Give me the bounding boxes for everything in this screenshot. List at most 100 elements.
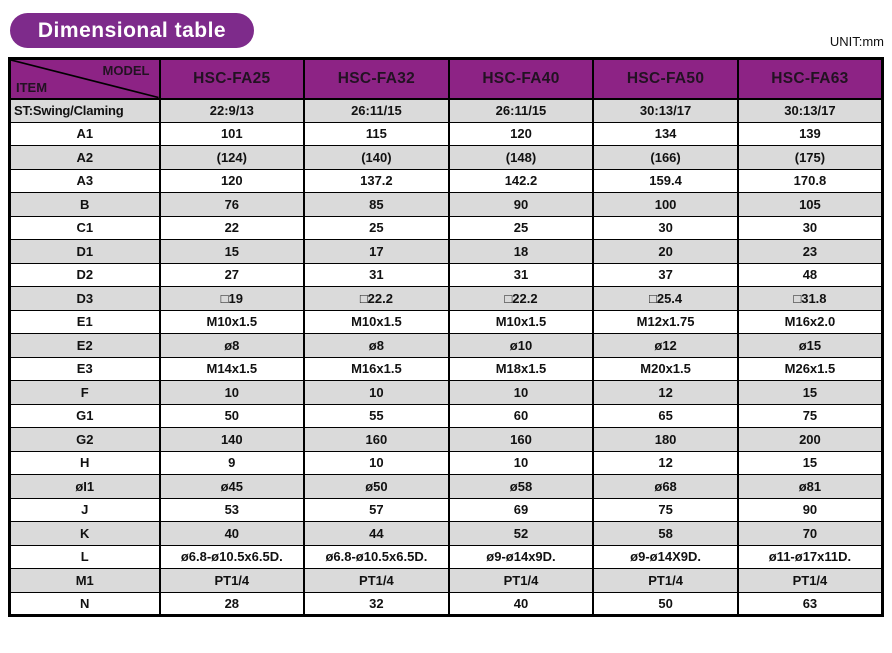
value-cell: 53 <box>158 497 306 522</box>
table-row-n: N 28 32 40 50 63 <box>8 591 884 616</box>
header-row: MODEL ITEM HSC-FA25 HSC-FA32 HSC-FA40 HSC-F… <box>8 57 884 100</box>
table-row-g1: G1 50 55 60 65 75 <box>8 403 884 428</box>
model-item-corner-cell: MODEL ITEM <box>8 57 161 100</box>
item-cell: D3 <box>8 286 161 311</box>
section-title: Dimensional table <box>37 18 227 42</box>
table-row-e1: E1 M10x1.5 M10x1.5 M10x1.5 M12x1.75 M16x2.0 <box>8 309 884 334</box>
value-cell: 75 <box>592 497 739 522</box>
value-cell: 12 <box>592 450 739 475</box>
value-cell: □25.4 <box>592 286 739 311</box>
value-cell: 17 <box>303 239 450 264</box>
table-row-j: J 53 57 69 75 90 <box>8 497 884 522</box>
table-row-h: H 9 10 10 12 15 <box>8 450 884 475</box>
value-cell: □19 <box>158 286 306 311</box>
column-header-hsc-fa63: HSC-FA63 <box>736 57 884 100</box>
value-cell: 70 <box>736 521 884 546</box>
value-cell: PT1/4 <box>303 568 450 593</box>
value-cell: ø45 <box>158 474 306 499</box>
value-cell: 10 <box>303 380 450 405</box>
value-cell: 32 <box>303 591 450 616</box>
table-row-e3: E3 M14x1.5 M16x1.5 M18x1.5 M20x1.5 M26x1.5 <box>8 356 884 381</box>
value-cell: 52 <box>447 521 595 546</box>
value-cell: M20x1.5 <box>592 356 739 381</box>
table-row-a2: A2 (124) (140) (148) (166) (175) <box>8 145 884 170</box>
value-cell: 100 <box>592 192 739 217</box>
section-title-pill: Dimensional table <box>10 13 254 48</box>
item-cell: E3 <box>8 356 161 381</box>
item-cell: N <box>8 591 161 616</box>
table-row--i1: øI1 ø45 ø50 ø58 ø68 ø81 <box>8 474 884 499</box>
value-cell: ø12 <box>592 333 739 358</box>
value-cell: 105 <box>736 192 884 217</box>
item-cell: C1 <box>8 215 161 240</box>
value-cell: 30:13/17 <box>592 98 739 123</box>
item-cell: L <box>8 544 161 569</box>
table-row-k: K 40 44 52 58 70 <box>8 521 884 546</box>
value-cell: ø6.8-ø10.5x6.5D. <box>303 544 450 569</box>
value-cell: ø68 <box>592 474 739 499</box>
table-row-d1: D1 15 17 18 20 23 <box>8 239 884 264</box>
value-cell: ø81 <box>736 474 884 499</box>
value-cell: 15 <box>736 380 884 405</box>
value-cell: (140) <box>303 145 450 170</box>
item-cell: ST:Swing/Claming <box>8 98 161 123</box>
value-cell: 58 <box>592 521 739 546</box>
value-cell: ø11-ø17x11D. <box>736 544 884 569</box>
value-cell: 90 <box>736 497 884 522</box>
value-cell: ø8 <box>158 333 306 358</box>
table-body: ST:Swing/Claming 22:9/13 26:11/15 26:11/15 3… <box>8 98 884 616</box>
value-cell: 10 <box>447 380 595 405</box>
value-cell: 90 <box>447 192 595 217</box>
table-row-g2: G2 140 160 160 180 200 <box>8 427 884 452</box>
item-cell: A1 <box>8 121 161 146</box>
value-cell: ø9-ø14x9D. <box>447 544 595 569</box>
value-cell: 10 <box>158 380 306 405</box>
value-cell: ø8 <box>303 333 450 358</box>
value-cell: 142.2 <box>447 168 595 193</box>
value-cell: 50 <box>158 403 306 428</box>
value-cell: 31 <box>447 262 595 287</box>
value-cell: ø15 <box>736 333 884 358</box>
value-cell: 22 <box>158 215 306 240</box>
value-cell: PT1/4 <box>158 568 306 593</box>
value-cell: 48 <box>736 262 884 287</box>
value-cell: □31.8 <box>736 286 884 311</box>
value-cell: 23 <box>736 239 884 264</box>
value-cell: 57 <box>303 497 450 522</box>
value-cell: ø58 <box>447 474 595 499</box>
value-cell: 137.2 <box>303 168 450 193</box>
table-row-d3: D3 □19 □22.2 □22.2 □25.4 □31.8 <box>8 286 884 311</box>
value-cell: 120 <box>447 121 595 146</box>
item-cell: B <box>8 192 161 217</box>
value-cell: PT1/4 <box>736 568 884 593</box>
value-cell: 30:13/17 <box>736 98 884 123</box>
value-cell: 10 <box>447 450 595 475</box>
value-cell: ø6.8-ø10.5x6.5D. <box>158 544 306 569</box>
dimensional-table: MODEL ITEM HSC-FA25 HSC-FA32 HSC-FA40 HSC-F… <box>8 57 884 617</box>
value-cell: 15 <box>736 450 884 475</box>
value-cell: M14x1.5 <box>158 356 306 381</box>
item-cell: G1 <box>8 403 161 428</box>
table-header: MODEL ITEM HSC-FA25 HSC-FA32 HSC-FA40 HSC-F… <box>8 57 884 100</box>
value-cell: 65 <box>592 403 739 428</box>
value-cell: □22.2 <box>447 286 595 311</box>
value-cell: (166) <box>592 145 739 170</box>
table-row-st-swing-claming: ST:Swing/Claming 22:9/13 26:11/15 26:11/15 3… <box>8 98 884 123</box>
corner-model-label: MODEL <box>102 63 150 78</box>
column-header-hsc-fa25: HSC-FA25 <box>158 57 306 100</box>
value-cell: 60 <box>447 403 595 428</box>
value-cell: ø10 <box>447 333 595 358</box>
item-cell: K <box>8 521 161 546</box>
value-cell: (148) <box>447 145 595 170</box>
item-cell: G2 <box>8 427 161 452</box>
value-cell: 44 <box>303 521 450 546</box>
item-cell: A2 <box>8 145 161 170</box>
value-cell: 134 <box>592 121 739 146</box>
value-cell: 69 <box>447 497 595 522</box>
value-cell: 40 <box>158 521 306 546</box>
value-cell: M10x1.5 <box>158 309 306 334</box>
corner-item-label: ITEM <box>16 79 48 95</box>
item-cell: E2 <box>8 333 161 358</box>
item-cell: D1 <box>8 239 161 264</box>
